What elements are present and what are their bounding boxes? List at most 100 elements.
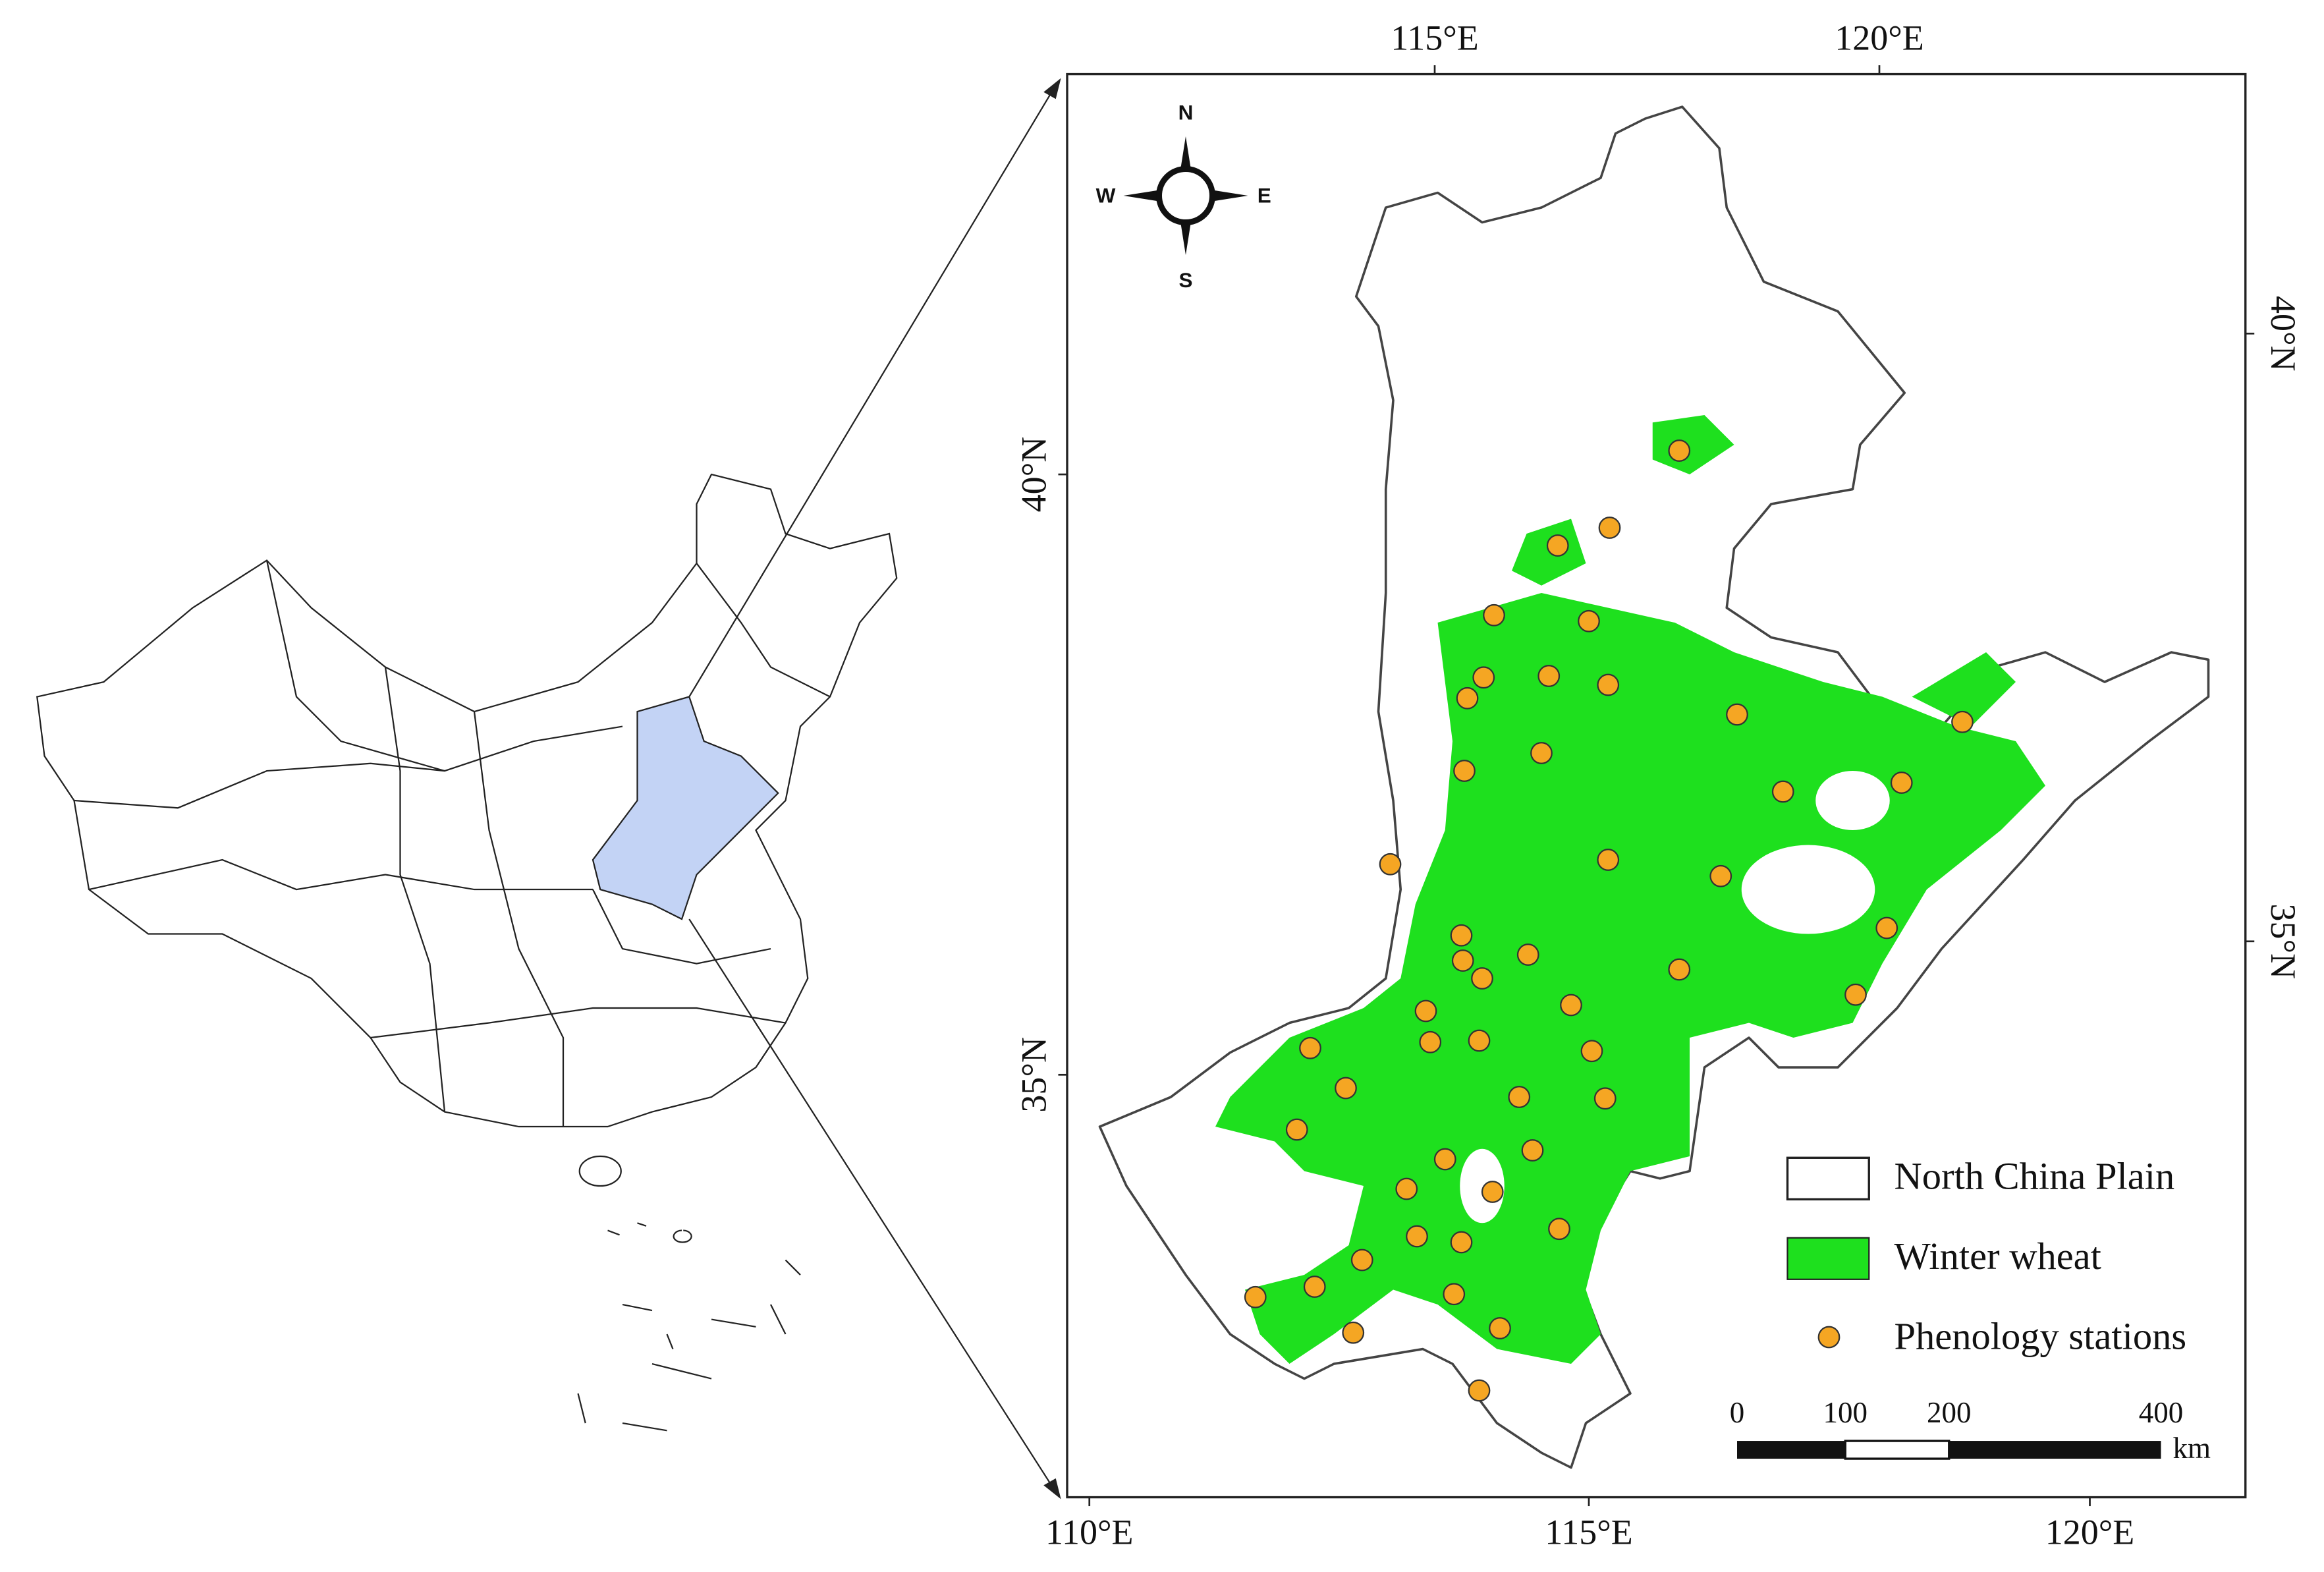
station (1890, 772, 1913, 794)
province-border (370, 1007, 786, 1039)
scale-segment (1844, 1440, 1950, 1460)
province-border (74, 725, 623, 809)
station (1406, 1225, 1428, 1248)
province-border (696, 563, 831, 698)
compass: N S W E (1096, 101, 1271, 292)
province-border (592, 889, 771, 965)
hainan (578, 1155, 622, 1187)
china-outline (36, 473, 898, 1128)
station (1472, 666, 1495, 689)
scale-label: 200 (1927, 1396, 1972, 1429)
station (1598, 517, 1621, 539)
station (1244, 1285, 1267, 1308)
station (1456, 687, 1479, 710)
bottom-label: 120°E (2045, 1512, 2135, 1552)
station (1597, 673, 1620, 696)
gap (1460, 1148, 1505, 1223)
compass-e: E (1258, 184, 1271, 208)
station (1342, 1321, 1365, 1344)
province-border (384, 667, 446, 1112)
compass-w: W (1096, 184, 1116, 208)
arrow-line (688, 918, 1056, 1492)
station (1709, 864, 1732, 887)
station (1481, 1181, 1504, 1203)
legend-label: Phenology stations (1895, 1314, 2187, 1357)
station (1593, 1087, 1617, 1110)
station (1443, 1283, 1466, 1306)
station (1468, 1029, 1491, 1052)
top-label: 120°E (1835, 18, 1924, 57)
station (1578, 609, 1600, 632)
station (1450, 1231, 1473, 1254)
scale-label: 400 (2139, 1396, 2184, 1429)
top-label: 115°E (1391, 18, 1479, 57)
graticule-ticks (1058, 65, 2255, 1507)
station (1844, 983, 1867, 1006)
left-label: 40°N (1014, 437, 1053, 513)
station (1726, 703, 1748, 726)
station (1560, 994, 1582, 1017)
station (1433, 1148, 1456, 1171)
legend-label: North China Plain (1895, 1154, 2175, 1197)
station (1951, 710, 1974, 733)
bottom-label: 115°E (1545, 1512, 1633, 1552)
wheat-gaps (1460, 771, 1890, 1223)
legend-swatch-wheat (1786, 1237, 1870, 1280)
station (1875, 916, 1898, 940)
scale-segment (1737, 1441, 1846, 1459)
station (1468, 1379, 1491, 1402)
compass-s: S (1178, 268, 1192, 292)
north-china-plain-highlight (592, 696, 779, 920)
graticule-labels: 115°E 120°E 110°E 115°E 120°E 40°N 35°N … (1014, 18, 2303, 1552)
legend: North China Plain Winter wheat Phenology… (1786, 1154, 2187, 1357)
station (1597, 849, 1620, 871)
station (1414, 999, 1437, 1023)
legend-swatch-ncp (1786, 1156, 1870, 1200)
province-border (473, 711, 565, 1127)
wheat-area (1912, 652, 2016, 727)
station (1419, 1030, 1442, 1053)
arrow-head (1043, 78, 1061, 99)
station (1668, 958, 1691, 981)
province-border (265, 560, 445, 772)
station (1303, 1276, 1326, 1298)
station (1548, 1218, 1570, 1241)
gap (1815, 771, 1890, 831)
islands (577, 1222, 801, 1432)
scale-bar: 0 100 200 400 km (1730, 1396, 2211, 1465)
scale-label: 0 (1730, 1396, 1745, 1429)
station (1483, 604, 1505, 627)
left-label: 35°N (1014, 1037, 1053, 1113)
gap (1741, 845, 1875, 934)
station (1771, 780, 1794, 803)
station (1530, 742, 1553, 764)
station (1471, 967, 1493, 990)
arrow-line (688, 85, 1056, 698)
station (1521, 1139, 1544, 1162)
station (1453, 760, 1476, 782)
station (1580, 1040, 1603, 1063)
compass-ring (1156, 166, 1215, 226)
station (1546, 534, 1569, 557)
station (1450, 924, 1473, 947)
province-border (88, 858, 593, 891)
station (1395, 1177, 1418, 1200)
connector-arrows (688, 78, 1061, 1500)
station (1508, 1086, 1531, 1108)
china-map (36, 473, 898, 1432)
station (1451, 949, 1474, 972)
station (1537, 665, 1561, 687)
stations (1244, 439, 1974, 1402)
station (1350, 1249, 1373, 1272)
scale-label: 100 (1823, 1396, 1868, 1429)
scale-unit: km (2173, 1432, 2211, 1465)
station (1285, 1118, 1308, 1141)
station (1379, 853, 1402, 876)
station (1668, 439, 1691, 462)
right-label: 35°N (2263, 904, 2303, 980)
legend-label: Winter wheat (1895, 1235, 2101, 1277)
station (1489, 1317, 1511, 1339)
legend-swatch-station (1817, 1326, 1840, 1349)
